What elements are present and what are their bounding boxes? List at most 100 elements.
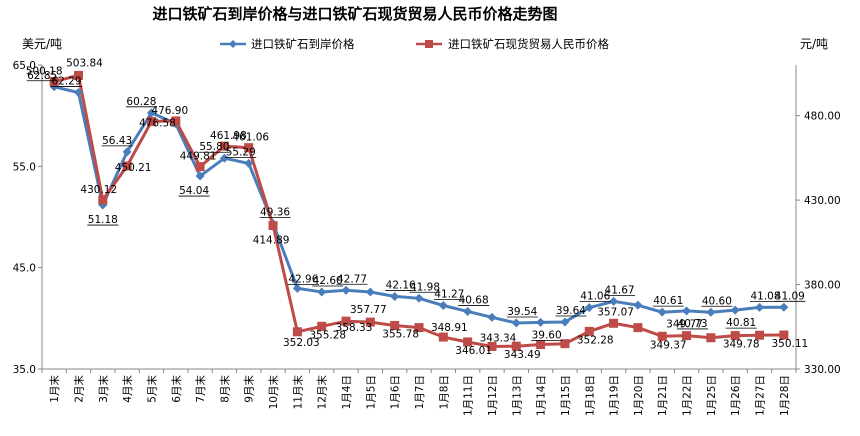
data-label-1: 500.18: [26, 66, 63, 78]
data-label-0: 39.60: [532, 329, 562, 341]
data-label-1: 348.91: [431, 322, 468, 334]
data-point-0: [122, 147, 132, 157]
data-label-0: 42.77: [337, 273, 367, 285]
data-point-0: [560, 317, 570, 327]
data-label-1: 450.21: [115, 162, 152, 174]
data-point-0: [633, 300, 643, 310]
chart-title: 进口铁矿石到岸价格与进口铁矿石现货贸易人民币价格走势图: [152, 5, 557, 23]
data-point-0: [536, 317, 546, 327]
x-tick-label: 1月22日: [682, 375, 694, 416]
x-tick-label: 1月12日: [487, 375, 499, 416]
data-label-0: 41.09: [775, 290, 805, 302]
data-point-1: [171, 116, 181, 126]
x-tick-label: 1月18日: [584, 375, 596, 416]
data-point-1: [390, 320, 400, 330]
left-tick-label: 45.0: [13, 263, 36, 275]
data-point-0: [292, 283, 302, 293]
data-label-1: 476.90: [151, 105, 188, 117]
data-point-1: [414, 323, 424, 333]
x-tick-label: 6月末: [170, 375, 183, 403]
data-point-0: [195, 171, 205, 181]
x-tick-label: 1月5日: [365, 375, 377, 409]
left-tick-label: 35.0: [13, 364, 36, 376]
data-label-0: 39.64: [556, 305, 586, 317]
data-point-1: [438, 332, 448, 342]
data-point-1: [609, 318, 619, 328]
data-point-0: [244, 158, 254, 168]
x-tick-label: 9月末: [243, 375, 256, 403]
data-point-1: [633, 323, 643, 333]
x-tick-label: 2月末: [72, 375, 85, 403]
axes: 35.0 45.0 55.0 65.0 330.00 380.00 430.00 480.00…: [13, 60, 841, 416]
data-label-1: 343.34: [480, 332, 517, 344]
right-tick-label: 480.00: [804, 111, 841, 123]
legend-label-1: 进口铁矿石现货贸易人民币价格: [448, 37, 609, 51]
data-point-0: [511, 318, 521, 328]
data-label-1: 349.77: [666, 319, 703, 331]
data-label-0: 41.06: [580, 291, 610, 303]
data-point-1: [511, 341, 521, 351]
data-point-1: [487, 341, 497, 351]
legend-marker-1: [425, 40, 433, 48]
data-label-1: 355.78: [382, 328, 419, 340]
x-tick-label: 1月26日: [730, 375, 742, 416]
data-label-1: 503.84: [66, 57, 103, 69]
data-point-1: [292, 327, 302, 337]
data-point-0: [463, 306, 473, 316]
x-tick-label: 1月7日: [414, 375, 426, 409]
data-point-1: [779, 330, 789, 340]
data-label-1: 346.01: [455, 345, 492, 357]
x-tick-label: 8月末: [218, 375, 231, 403]
data-point-0: [390, 291, 400, 301]
data-point-0: [73, 87, 83, 97]
data-label-0: 41.27: [434, 288, 464, 300]
x-tick-label: 1月21日: [657, 375, 669, 416]
data-point-0: [414, 293, 424, 303]
x-tick-label: 10月末: [267, 375, 280, 410]
x-tick-label: 11月末: [291, 375, 304, 410]
data-point-0: [609, 296, 619, 306]
data-point-1: [219, 141, 229, 151]
data-point-1: [365, 317, 375, 327]
data-label-1: 349.37: [650, 339, 687, 351]
data-point-1: [463, 337, 473, 347]
data-label-0: 40.60: [702, 295, 732, 307]
data-label-0: 42.60: [313, 275, 343, 287]
data-label-1: 343.49: [504, 349, 541, 361]
x-tick-label: 3月末: [97, 375, 110, 403]
legend: 进口铁矿石到岸价格 进口铁矿石现货贸易人民币价格: [220, 37, 609, 51]
legend-label-0: 进口铁矿石到岸价格: [251, 37, 355, 51]
series-points: [49, 70, 789, 351]
data-point-0: [341, 285, 351, 295]
data-label-0: 56.43: [102, 135, 132, 147]
data-label-1: 461.98: [210, 130, 247, 142]
data-point-0: [730, 305, 740, 315]
data-label-0: 54.04: [179, 185, 209, 197]
x-tick-label: 4月末: [121, 375, 134, 403]
data-label-0: 55.80: [199, 141, 229, 153]
data-point-0: [779, 302, 789, 312]
right-unit-label: 元/吨: [800, 37, 828, 51]
data-point-1: [98, 195, 108, 205]
data-label-1: 476.58: [139, 117, 176, 129]
data-point-1: [49, 77, 59, 87]
x-tick-label: 1月20日: [633, 375, 645, 416]
data-label-0: 40.68: [459, 294, 489, 306]
data-point-0: [146, 108, 156, 118]
data-label-1: 430.12: [80, 184, 117, 196]
data-point-0: [317, 287, 327, 297]
data-label-0: 42.16: [386, 279, 416, 291]
data-point-0: [365, 287, 375, 297]
data-point-1: [122, 161, 132, 171]
x-tick-label: 7月末: [194, 375, 207, 403]
data-label-0: 41.67: [605, 284, 635, 296]
right-tick-label: 430.00: [804, 195, 841, 207]
data-point-0: [219, 153, 229, 163]
data-point-1: [341, 316, 351, 326]
data-point-1: [657, 331, 667, 341]
right-tick-label: 380.00: [804, 280, 841, 292]
data-point-0: [438, 300, 448, 310]
data-label-0: 40.81: [726, 317, 756, 329]
data-label-0: 49.36: [260, 206, 290, 218]
data-label-0: 55.29: [226, 146, 256, 158]
